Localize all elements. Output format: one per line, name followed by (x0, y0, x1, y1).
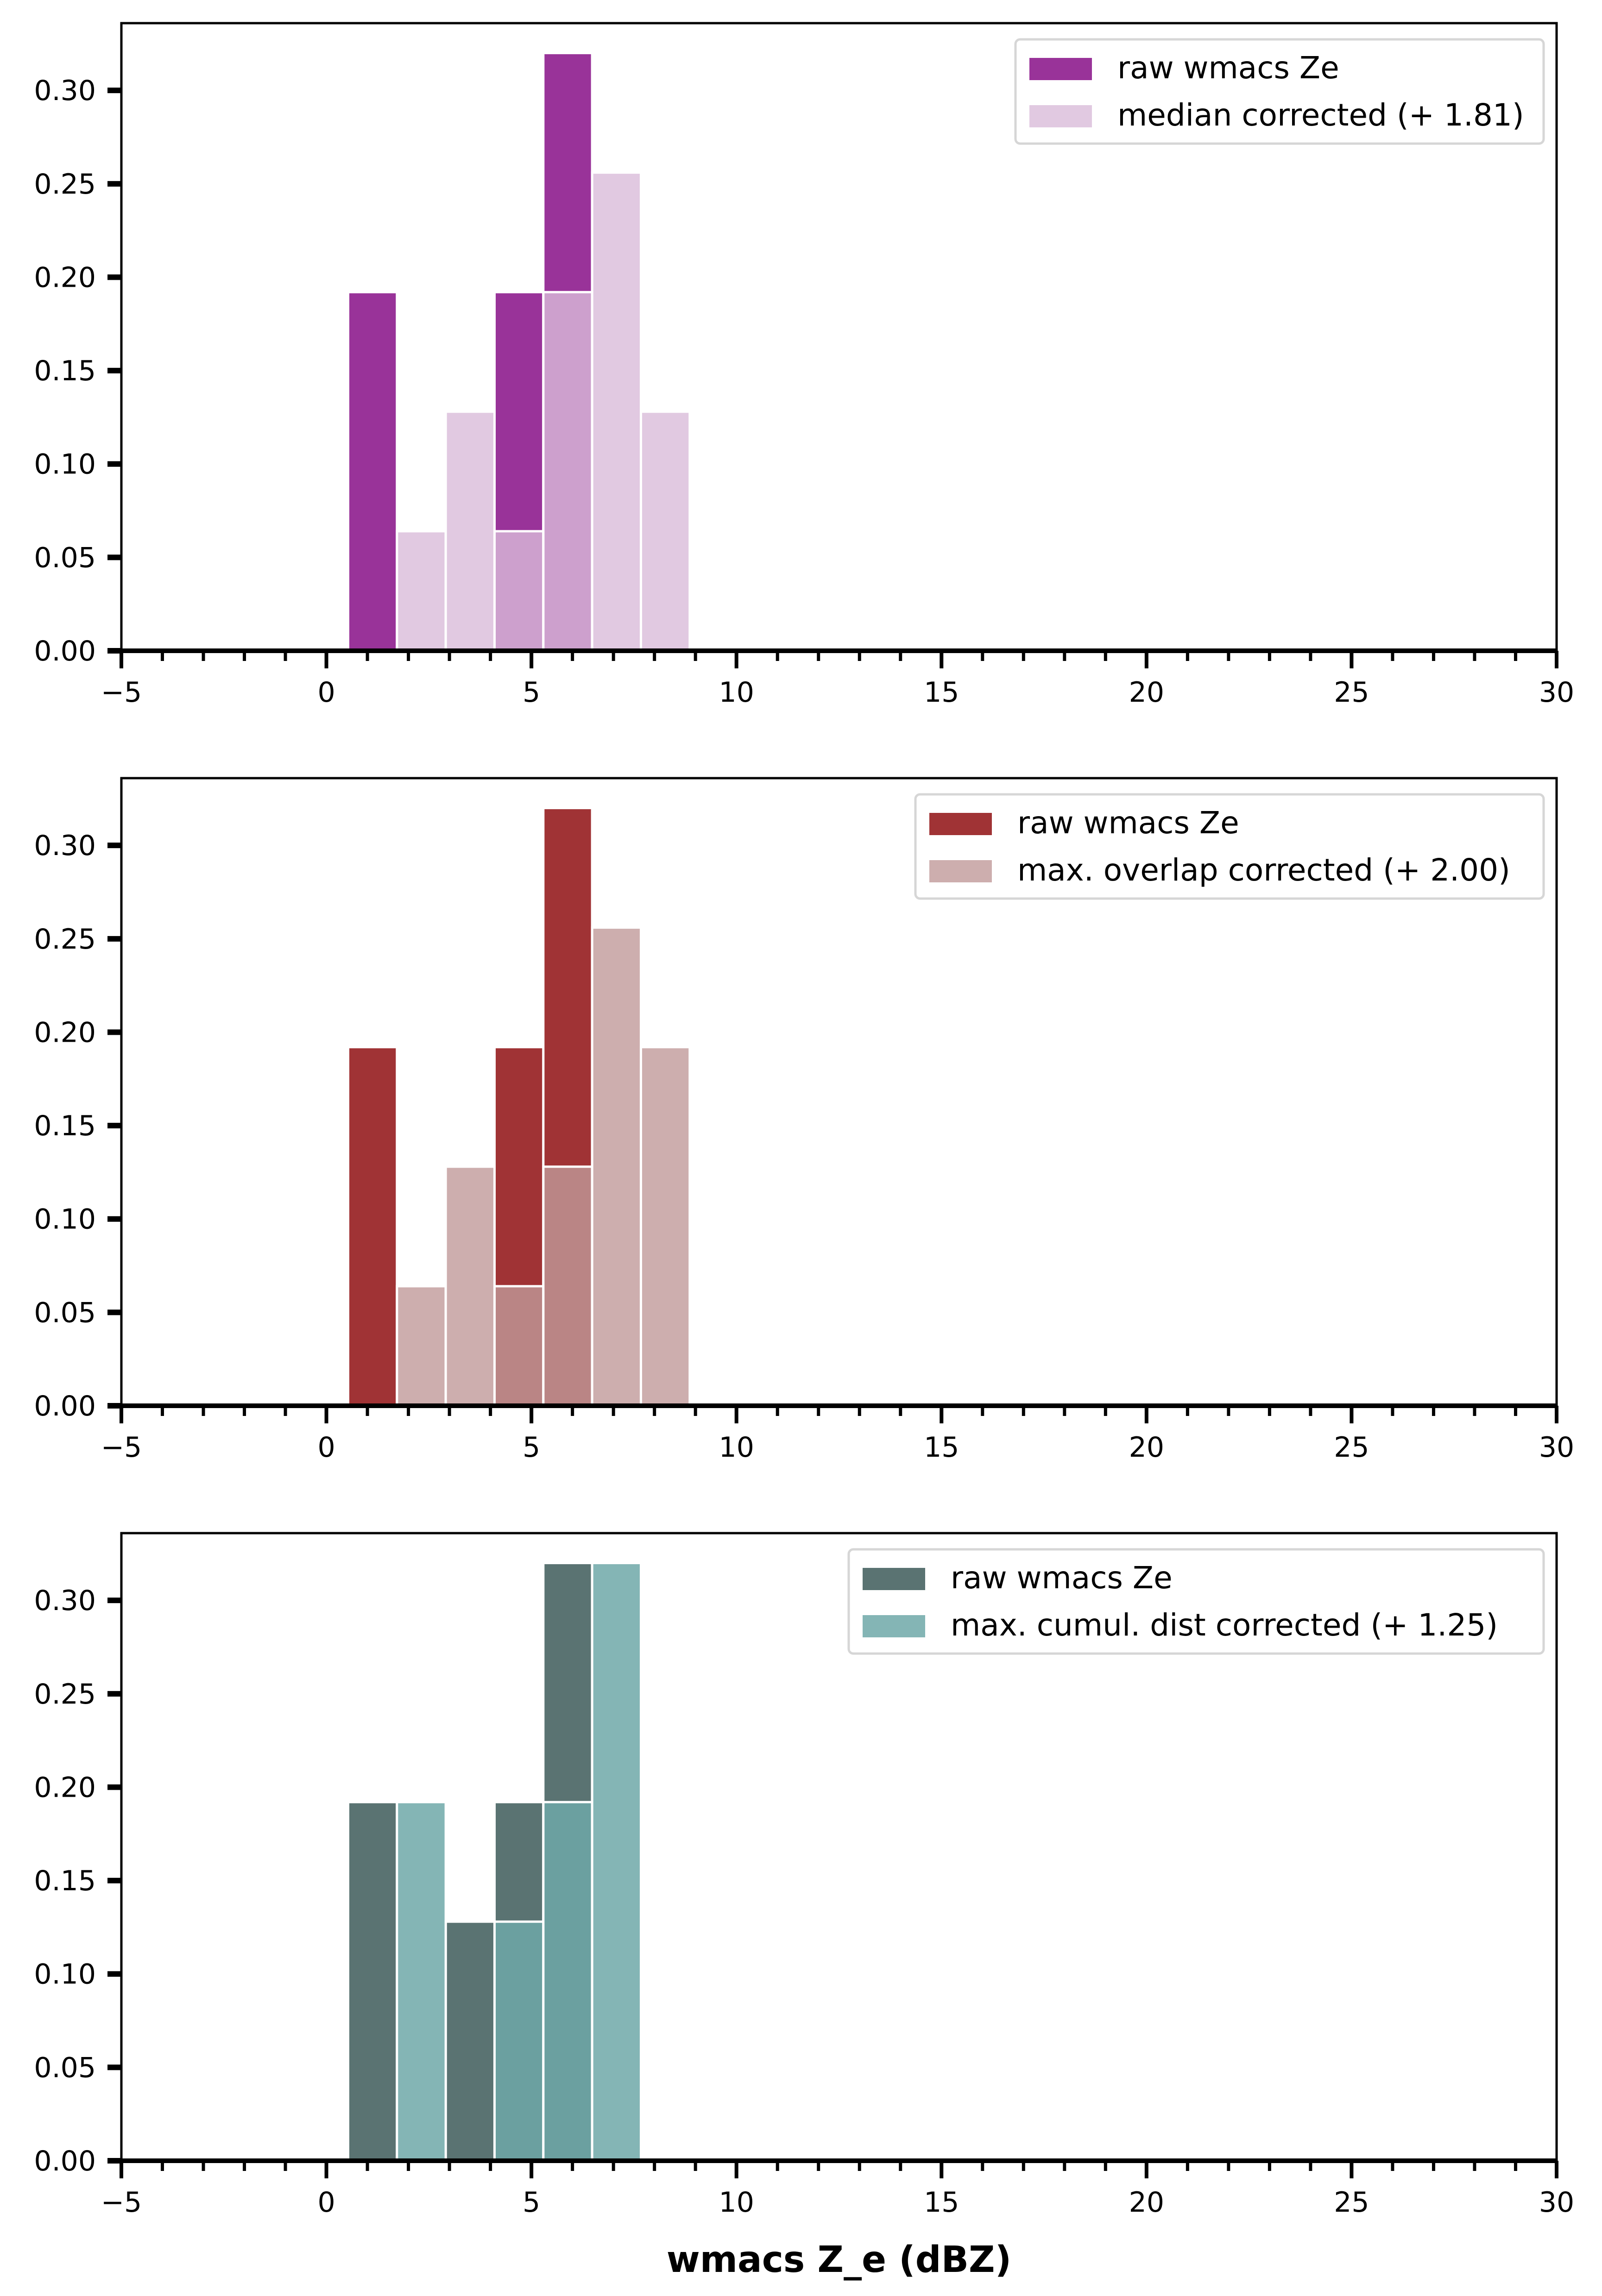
x-tick-label: 5 (523, 2186, 540, 2219)
histogram-panel-2: 0.00 0.05 0.10 0.15 0.20 0.25 0.30 −5 0 5 10 15 20 25… (34, 777, 1574, 1464)
bar-corrected (542, 1165, 593, 1407)
histogram-panel-3: 0.00 0.05 0.10 0.15 0.20 0.25 0.30 −5 0 5 10 15 20 25… (34, 1532, 1574, 2281)
y-tick-label: 0.20 (34, 261, 96, 294)
bar-corrected (396, 1801, 447, 2162)
x-tick-label: 20 (1129, 2186, 1164, 2219)
bar-corrected (396, 1285, 447, 1407)
bar-corrected (493, 1285, 545, 1407)
bar-corrected (542, 1801, 593, 2162)
legend-label: raw wmacs Ze (1017, 805, 1239, 841)
y-tick-label: 0.15 (34, 1110, 96, 1142)
legend-box (914, 793, 1545, 900)
bar-corrected (493, 1920, 545, 2162)
y-tick-label: 0.30 (34, 830, 96, 862)
bar-corrected (639, 410, 691, 652)
y-tick-label: 0.05 (34, 541, 96, 574)
legend-label: max. cumul. dist corrected (+ 1.25) (951, 1607, 1498, 1643)
legend-swatch (863, 1568, 925, 1590)
x-tick-label: 0 (317, 676, 335, 709)
x-tick-label: 30 (1539, 1431, 1574, 1464)
bar-raw (444, 1920, 496, 2162)
bar-corrected (591, 1562, 642, 2162)
y-tick-label: 0.10 (34, 448, 96, 481)
y-tick-label: 0.25 (34, 168, 96, 201)
legend-label: raw wmacs Ze (1117, 50, 1339, 86)
x-tick-label: 20 (1129, 676, 1164, 709)
y-tick-label: 0.15 (34, 355, 96, 387)
y-tick-label: 0.20 (34, 1771, 96, 1804)
x-tick-label: −5 (101, 676, 142, 709)
histogram-panel-1: 0.00 0.05 0.10 0.15 0.20 0.25 0.30 −5 0 5 10 15 20 25… (34, 22, 1574, 709)
y-tick-label: 0.25 (34, 1678, 96, 1711)
x-tick-label: 5 (523, 676, 540, 709)
bar-raw (347, 1801, 398, 2162)
x-tick-label: 25 (1334, 1431, 1369, 1464)
bar-corrected (444, 1165, 496, 1407)
x-tick-label: 30 (1539, 2186, 1574, 2219)
y-tick-label: 0.05 (34, 1296, 96, 1329)
x-tick-label: 20 (1129, 1431, 1164, 1464)
bar-corrected (542, 291, 593, 652)
legend: raw wmacs Ze max. overlap corrected (+ 2.… (914, 793, 1545, 900)
x-tick-label: 25 (1334, 676, 1369, 709)
y-tick-label: 0.20 (34, 1016, 96, 1049)
y-tick-label: 0.00 (34, 2145, 96, 2177)
legend-swatch (863, 1615, 925, 1637)
x-tick-label: 25 (1334, 2186, 1369, 2219)
legend-box (1014, 38, 1545, 145)
y-tick-label: 0.05 (34, 2051, 96, 2084)
x-tick-label: 10 (719, 1431, 754, 1464)
bar-corrected (396, 530, 447, 652)
legend: raw wmacs Ze max. cumul. dist corrected (… (847, 1548, 1545, 1655)
x-tick-label: 30 (1539, 676, 1574, 709)
bar-corrected (591, 171, 642, 652)
legend-swatch (1029, 105, 1092, 127)
legend-swatch (1029, 58, 1092, 80)
x-axis-label: wmacs Z_e (dBZ) (667, 2239, 1012, 2281)
bar-corrected (444, 410, 496, 652)
x-tick-label: 10 (719, 676, 754, 709)
y-tick-label: 0.10 (34, 1958, 96, 1991)
y-tick-label: 0.30 (34, 1585, 96, 1617)
bar-corrected (639, 1046, 691, 1407)
y-tick-label: 0.25 (34, 923, 96, 956)
x-tick-label: 15 (924, 676, 959, 709)
y-tick-label: 0.15 (34, 1865, 96, 1897)
y-tick-label: 0.00 (34, 1390, 96, 1422)
x-tick-label: 15 (924, 2186, 959, 2219)
x-tick-label: −5 (101, 2186, 142, 2219)
bar-corrected (591, 926, 642, 1407)
legend-label: max. overlap corrected (+ 2.00) (1017, 852, 1510, 888)
x-tick-label: 15 (924, 1431, 959, 1464)
x-tick-label: 0 (317, 1431, 335, 1464)
x-tick-label: 5 (523, 1431, 540, 1464)
x-tick-label: 10 (719, 2186, 754, 2219)
x-tick-label: −5 (101, 1431, 142, 1464)
bar-corrected (493, 530, 545, 652)
bar-raw (347, 1046, 398, 1407)
y-tick-label: 0.30 (34, 75, 96, 107)
legend: raw wmacs Ze median corrected (+ 1.81) (1014, 38, 1545, 145)
legend-label: raw wmacs Ze (951, 1560, 1173, 1596)
legend-label: median corrected (+ 1.81) (1117, 97, 1524, 133)
legend-box (847, 1548, 1545, 1655)
x-tick-label: 0 (317, 2186, 335, 2219)
legend-swatch (929, 813, 992, 835)
y-tick-label: 0.10 (34, 1203, 96, 1236)
legend-swatch (929, 860, 992, 882)
bar-raw (347, 291, 398, 652)
y-tick-label: 0.00 (34, 635, 96, 667)
